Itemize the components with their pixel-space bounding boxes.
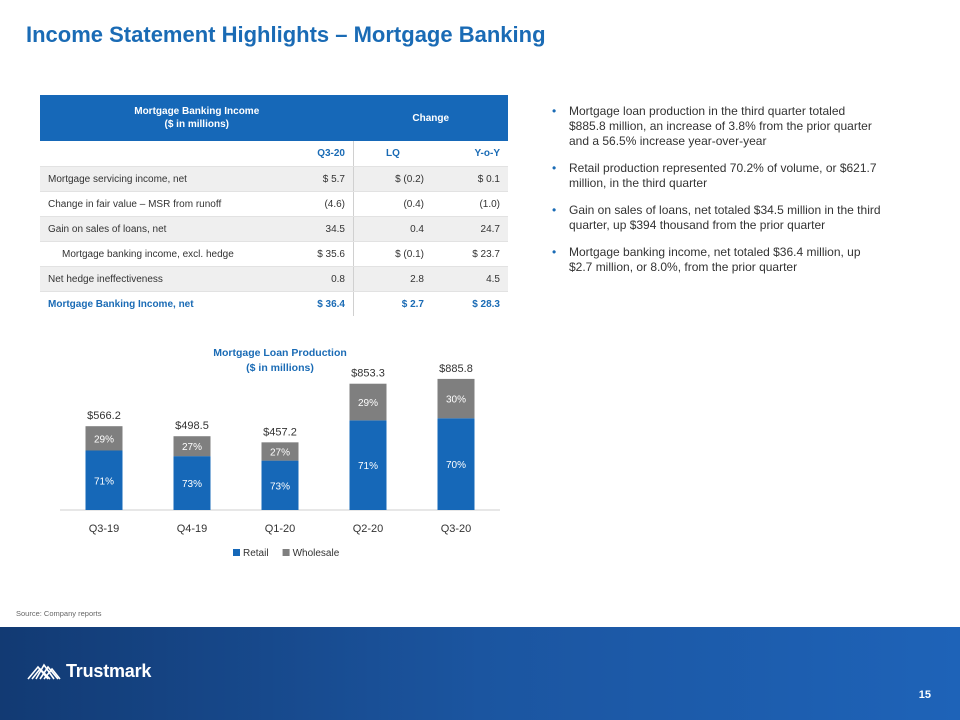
page-number: 15 xyxy=(918,689,931,701)
chart-title: Mortgage Loan Production xyxy=(213,347,347,359)
data-label-retail: 71% xyxy=(94,476,114,487)
table-row: Net hedge ineffectiveness 0.8 2.8 4.5 xyxy=(40,266,508,292)
row-label: Net hedge ineffectiveness xyxy=(40,266,277,292)
table-row: Change in fair value – MSR from runoff (… xyxy=(40,191,508,217)
data-label-wholesale: 29% xyxy=(358,398,378,409)
legend-swatch xyxy=(282,549,290,556)
data-label-wholesale: 30% xyxy=(446,395,466,406)
data-label-total: $885.8 xyxy=(439,363,473,375)
bar-retail xyxy=(173,456,211,510)
bar-wholesale xyxy=(173,436,211,457)
data-label-wholesale: 27% xyxy=(270,447,290,458)
bullet-text: Mortgage loan production in the third qu… xyxy=(569,104,872,148)
table-row: Mortgage servicing income, net $ 5.7 $ (… xyxy=(40,166,508,192)
bar-wholesale xyxy=(85,426,123,451)
table-header-change: Change xyxy=(353,95,508,141)
col-header-yoy: Y-o-Y xyxy=(432,141,508,167)
table-row-total: Mortgage Banking Income, net $ 36.4 $ 2.… xyxy=(40,291,508,316)
row-q320: 34.5 xyxy=(277,216,354,242)
data-label-total: $457.2 xyxy=(263,426,297,438)
row-lq: 2.8 xyxy=(353,266,432,292)
table-header-title: Mortgage Banking Income xyxy=(134,106,260,117)
bar-retail xyxy=(349,420,387,510)
mortgage-income-table: Mortgage Banking Income ($ in millions) … xyxy=(40,95,508,316)
table-header-left: Mortgage Banking Income ($ in millions) xyxy=(40,95,354,141)
row-yoy: $ 23.7 xyxy=(432,241,508,267)
row-label: Change in fair value – MSR from runoff xyxy=(40,191,277,217)
x-tick-label: Q3-19 xyxy=(89,523,120,535)
table-row: Gain on sales of loans, net 34.5 0.4 24.… xyxy=(40,216,508,242)
list-item: • Retail production represented 70.2% of … xyxy=(552,161,882,191)
legend-swatch xyxy=(233,549,240,556)
row-q320: $ 5.7 xyxy=(277,166,354,192)
chart-title-block: Mortgage Loan Production ($ in millions) xyxy=(55,346,505,376)
list-item: • Mortgage loan production in the third q… xyxy=(552,104,882,149)
row-yoy: 24.7 xyxy=(432,216,508,242)
x-tick-label: Q4-19 xyxy=(177,523,208,535)
data-label-retail: 70% xyxy=(446,460,466,471)
data-label-total: $498.5 xyxy=(175,420,209,432)
row-lq: 0.4 xyxy=(353,216,432,242)
row-lq: (0.4) xyxy=(353,191,432,217)
trustmark-logo-icon xyxy=(27,663,61,680)
row-yoy: (1.0) xyxy=(432,191,508,217)
row-q320: 0.8 xyxy=(277,266,354,292)
row-q320: (4.6) xyxy=(277,191,354,217)
row-lq: $ 2.7 xyxy=(353,291,432,316)
table-subheader-spacer xyxy=(40,141,277,167)
col-header-q320: Q3-20 xyxy=(277,141,354,167)
highlights-list: • Mortgage loan production in the third q… xyxy=(552,104,882,287)
row-label: Gain on sales of loans, net xyxy=(40,216,277,242)
bar-wholesale xyxy=(261,442,299,461)
bullet-marker: • xyxy=(552,203,557,217)
chart-subtitle: ($ in millions) xyxy=(246,362,314,374)
bullet-text: Retail production represented 70.2% of v… xyxy=(569,161,877,190)
bullet-marker: • xyxy=(552,245,557,259)
row-label: Mortgage servicing income, net xyxy=(40,166,277,192)
data-label-total: $853.3 xyxy=(351,368,385,380)
data-label-wholesale: 29% xyxy=(94,434,114,445)
x-tick-label: Q2-20 xyxy=(353,523,384,535)
chart-svg: 71% 29% $566.2 Q3-19 73% 27% $498.5 Q4-19 73% 27%… xyxy=(60,363,500,559)
row-q320: $ 36.4 xyxy=(317,298,345,310)
row-yoy: $ 0.1 xyxy=(432,166,508,192)
row-lq: $ (0.1) xyxy=(353,241,432,267)
col-header-lq: LQ xyxy=(353,141,432,167)
trustmark-logo: Trustmark xyxy=(26,657,151,685)
logo-wordmark: Trustmark xyxy=(66,660,152,681)
legend-label: Retail xyxy=(243,548,269,559)
bullet-text: Mortgage banking income, net totaled $36… xyxy=(569,245,861,274)
list-item: • Gain on sales of loans, net totaled $34… xyxy=(552,203,882,233)
row-yoy: $ 28.3 xyxy=(472,298,500,310)
source-note: Source: Company reports xyxy=(16,609,102,618)
row-label: Mortgage banking income, excl. hedge xyxy=(40,241,277,267)
data-label-retail: 71% xyxy=(358,461,378,472)
data-label-total: $566.2 xyxy=(87,410,121,422)
x-tick-label: Q3-20 xyxy=(441,523,472,535)
data-label-retail: 73% xyxy=(270,481,290,492)
data-label-wholesale: 27% xyxy=(182,442,202,453)
list-item: • Mortgage banking income, net totaled $3… xyxy=(552,245,882,275)
table-header-units: ($ in millions) xyxy=(164,119,229,130)
row-q320: $ 35.6 xyxy=(277,241,354,267)
row-label: Mortgage Banking Income, net xyxy=(48,298,194,310)
bar-retail xyxy=(85,450,123,510)
bar-wholesale xyxy=(437,378,475,419)
bullet-marker: • xyxy=(552,161,557,175)
bar-retail xyxy=(261,460,299,510)
bullet-text: Gain on sales of loans, net totaled $34.… xyxy=(569,203,881,232)
bullet-marker: • xyxy=(552,104,557,118)
table-row: Mortgage banking income, excl. hedge $ 3… xyxy=(40,241,508,267)
bar-retail xyxy=(437,418,475,510)
x-tick-label: Q1-20 xyxy=(265,523,296,535)
data-label-retail: 73% xyxy=(182,479,202,490)
footer-band: Trustmark 15 xyxy=(0,627,960,720)
bar-wholesale xyxy=(349,383,387,421)
legend-label: Wholesale xyxy=(293,548,340,559)
row-lq: $ (0.2) xyxy=(353,166,432,192)
page-title: Income Statement Highlights – Mortgage B… xyxy=(26,22,546,47)
row-yoy: 4.5 xyxy=(432,266,508,292)
mortgage-production-chart: Mortgage Loan Production ($ in millions)… xyxy=(55,340,515,570)
